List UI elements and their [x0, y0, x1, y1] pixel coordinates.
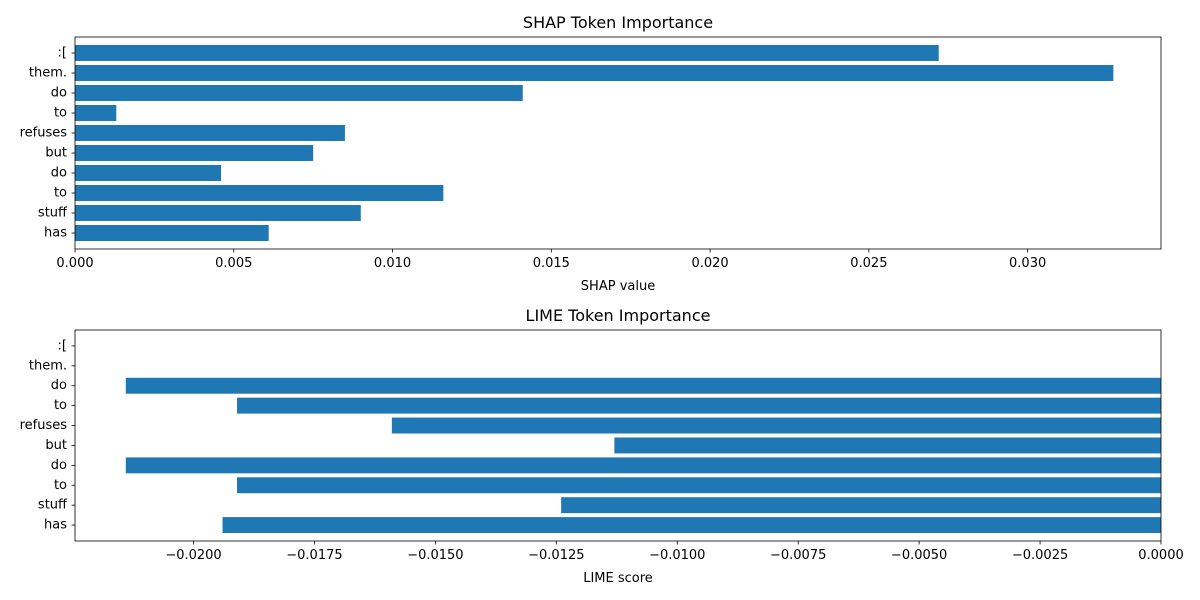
lime-bar: [561, 497, 1161, 514]
lime-ytick-label: refuses: [20, 418, 68, 433]
lime-ytick-label: do: [51, 378, 67, 393]
shap-xtick-label: 0.005: [215, 256, 252, 271]
shap-ytick-label: to: [54, 106, 67, 121]
lime-ytick-label: has: [44, 518, 67, 533]
shap-ytick-label: them.: [29, 66, 67, 81]
shap-chart: :[ them. do to refuses but do to stuff has 0.000 0.…: [20, 13, 1162, 294]
lime-ytick-label: do: [51, 458, 67, 473]
shap-ytick-label: to: [54, 186, 67, 201]
lime-ytick-label: but: [45, 438, 67, 453]
shap-ytick-label: refuses: [20, 126, 68, 141]
shap-xtick-label: 0.020: [691, 256, 728, 271]
lime-chart: :[ them. do to refuses but do to stuff has −0.0200…: [20, 306, 1184, 586]
shap-xtick-label: 0.015: [533, 256, 570, 271]
shap-xtick-label: 0.010: [374, 256, 411, 271]
shap-bar: [75, 185, 444, 201]
shap-bar: [75, 125, 345, 141]
lime-axes-frame: [74, 329, 1162, 542]
shap-bar: [75, 205, 361, 221]
shap-xtick-label: 0.025: [850, 256, 887, 271]
shap-ytick-label: :[: [58, 46, 67, 61]
shap-chart-title: SHAP Token Importance: [523, 13, 713, 32]
shap-ytick-label: has: [44, 226, 67, 241]
lime-xtick-label: −0.0175: [286, 548, 342, 563]
shap-bar: [75, 85, 523, 101]
lime-xtick-label: −0.0025: [1012, 548, 1068, 563]
shap-bar: [75, 45, 939, 61]
lime-bar: [391, 417, 1161, 434]
shap-ytick-label: do: [51, 86, 67, 101]
lime-xtick-label: −0.0150: [407, 548, 463, 563]
shap-bar: [75, 105, 117, 121]
lime-ytick-label: stuff: [38, 498, 68, 513]
lime-bar: [125, 457, 1162, 474]
shap-ytick-label: but: [45, 146, 67, 161]
lime-ytick-label: to: [54, 398, 67, 413]
shap-bar: [75, 65, 1114, 81]
lime-bar: [125, 377, 1162, 394]
shap-ytick-label: stuff: [38, 206, 68, 221]
shap-ytick-label: do: [51, 166, 67, 181]
lime-bar: [614, 437, 1161, 454]
shap-xtick-label: 0.000: [56, 256, 93, 271]
lime-ytick-label: :[: [58, 338, 67, 353]
lime-ytick-label: to: [54, 478, 67, 493]
lime-xtick-label: −0.0100: [649, 548, 705, 563]
shap-bar: [75, 225, 269, 241]
lime-xtick-label: −0.0050: [891, 548, 947, 563]
shap-axes-frame: [74, 36, 1162, 250]
lime-xtick-label: 0.0000: [1138, 548, 1184, 563]
lime-x-axis-label: LIME score: [583, 571, 653, 586]
lime-bar: [222, 517, 1161, 534]
lime-xtick-label: −0.0075: [770, 548, 826, 563]
shap-bar: [75, 145, 314, 161]
shap-xtick-label: 0.030: [1009, 256, 1046, 271]
lime-xtick-label: −0.0200: [165, 548, 221, 563]
shap-bar: [75, 165, 222, 181]
shap-x-axis-label: SHAP value: [581, 279, 655, 294]
lime-xtick-label: −0.0125: [528, 548, 584, 563]
lime-bar: [237, 397, 1161, 414]
lime-ytick-label: them.: [29, 358, 67, 373]
lime-chart-title: LIME Token Importance: [526, 306, 711, 325]
lime-bar: [237, 477, 1161, 494]
